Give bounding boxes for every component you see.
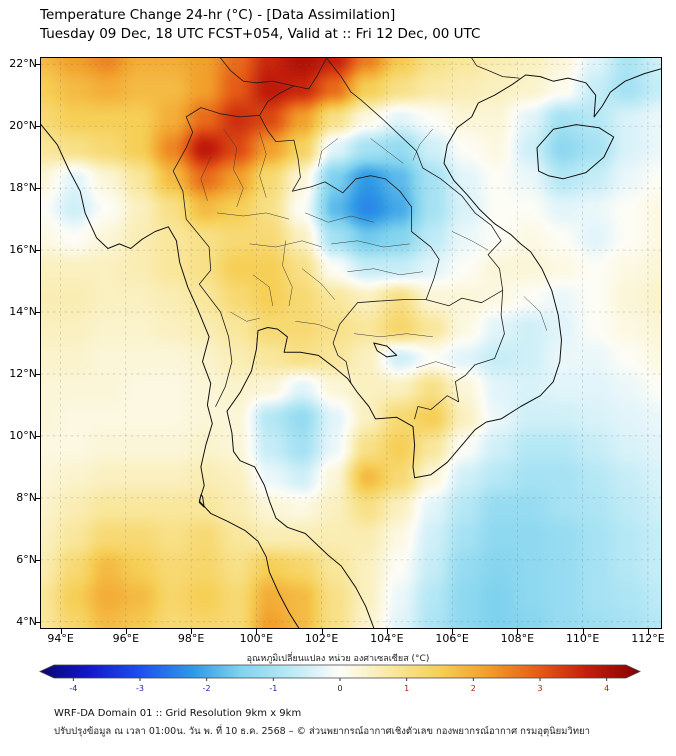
colorbar-tick-label: -1 [269, 684, 277, 693]
province-border [223, 129, 244, 207]
province-border [259, 132, 267, 198]
colorbar-tick-label: 2 [471, 684, 476, 693]
y-axis-tick-label: 4°N [16, 614, 37, 628]
country-border [326, 58, 504, 291]
country-border [471, 58, 520, 79]
x-axis-tick-label: 94°E [47, 632, 74, 645]
country-border [259, 85, 295, 116]
country-border [259, 114, 440, 300]
x-axis-tick-label: 104°E [370, 632, 404, 645]
province-border [200, 156, 211, 201]
colorbar-tick-label: -2 [203, 684, 211, 693]
country-border [425, 289, 504, 307]
province-border [216, 212, 290, 220]
province-border [282, 240, 293, 307]
country-border [414, 289, 505, 420]
temperature-field-canvas [41, 58, 661, 628]
y-axis-tick-label: 20°N [9, 119, 37, 133]
x-axis-tick [321, 629, 323, 634]
x-axis-tick [386, 629, 388, 634]
map-title: Temperature Change 24-hr (°C) - [Data As… [40, 7, 396, 23]
province-border [347, 268, 424, 276]
country-border [332, 299, 427, 384]
country-border [220, 58, 295, 87]
x-axis-tick [256, 629, 258, 634]
province-border [331, 240, 410, 248]
coastline [41, 124, 300, 628]
x-axis-tick-label: 110°E [565, 632, 600, 645]
colorbar-tick-label: 3 [537, 684, 542, 693]
title-block: Temperature Change 24-hr (°C) - [Data As… [40, 6, 480, 44]
x-axis-tick-label: 108°E [500, 632, 535, 645]
province-border [301, 268, 335, 300]
y-axis-tick-label: 22°N [9, 57, 37, 71]
coastline [373, 342, 398, 358]
province-border [230, 311, 260, 322]
colorbar-tick-label: 4 [604, 684, 609, 693]
y-axis-tick-label: 18°N [9, 181, 37, 195]
province-border [412, 129, 433, 161]
province-border [318, 138, 339, 167]
map-plot-area [40, 57, 662, 629]
x-axis-tick-label: 106°E [435, 632, 469, 645]
y-axis-tick-label: 14°N [9, 305, 37, 319]
x-axis-tick [191, 629, 193, 634]
colorbar-gradient-bar [39, 664, 641, 679]
colorbar-tick-label: 0 [337, 684, 342, 693]
x-axis-tick-label: 112°E [631, 632, 665, 645]
x-axis-tick-label: 98°E [177, 632, 205, 645]
x-axis-tick-label: 102°E [304, 632, 339, 645]
country-border [293, 58, 327, 90]
domain-info-text: WRF-DA Domain 01 :: Grid Resolution 9km … [54, 708, 302, 719]
province-border [416, 361, 456, 369]
colorbar: -4 -3 -2 -1 0 1 2 3 4 [39, 664, 641, 693]
y-axis-tick-label: 12°N [9, 366, 37, 380]
province-border [354, 333, 433, 338]
y-axis-tick-label: 10°N [9, 428, 37, 442]
x-axis-tick-label: 96°E [112, 632, 140, 645]
x-axis-tick [517, 629, 519, 634]
province-border [523, 296, 548, 331]
x-axis-tick [452, 629, 454, 634]
province-border [305, 212, 375, 223]
y-axis-tick-label: 8°N [16, 490, 37, 504]
coastline [198, 494, 205, 508]
coastline-border-overlay [41, 58, 661, 628]
province-border [295, 321, 335, 331]
map-subtitle: Tuesday 09 Dec, 18 UTC FCST+054, Valid a… [40, 26, 481, 42]
x-axis-tick [60, 629, 62, 634]
province-border [370, 138, 404, 164]
province-border [252, 274, 273, 307]
update-copyright-text: ปรับปรุงข้อมูล ณ เวลา 01:00น. วัน พ. ที่… [54, 726, 590, 737]
coastline [536, 124, 615, 180]
x-axis-tick-label: 100°E [239, 632, 274, 645]
province-border [249, 240, 322, 248]
x-axis-tick [647, 629, 649, 634]
colorbar-label: อุณหภูมิเปลี่ยนแปลง หน่วย องศาเซลเซียส (… [246, 654, 430, 664]
y-axis-tick-label: 6°N [16, 552, 37, 566]
x-axis-tick [582, 629, 584, 634]
province-border [451, 231, 489, 251]
colorbar-tick-label: -3 [136, 684, 144, 693]
coastline [226, 68, 661, 628]
y-axis-tick-label: 16°N [9, 243, 37, 257]
colorbar-tick-label: 1 [404, 684, 409, 693]
country-border [172, 107, 260, 407]
x-axis-tick [125, 629, 127, 634]
colorbar-tick-label: -4 [69, 684, 77, 693]
